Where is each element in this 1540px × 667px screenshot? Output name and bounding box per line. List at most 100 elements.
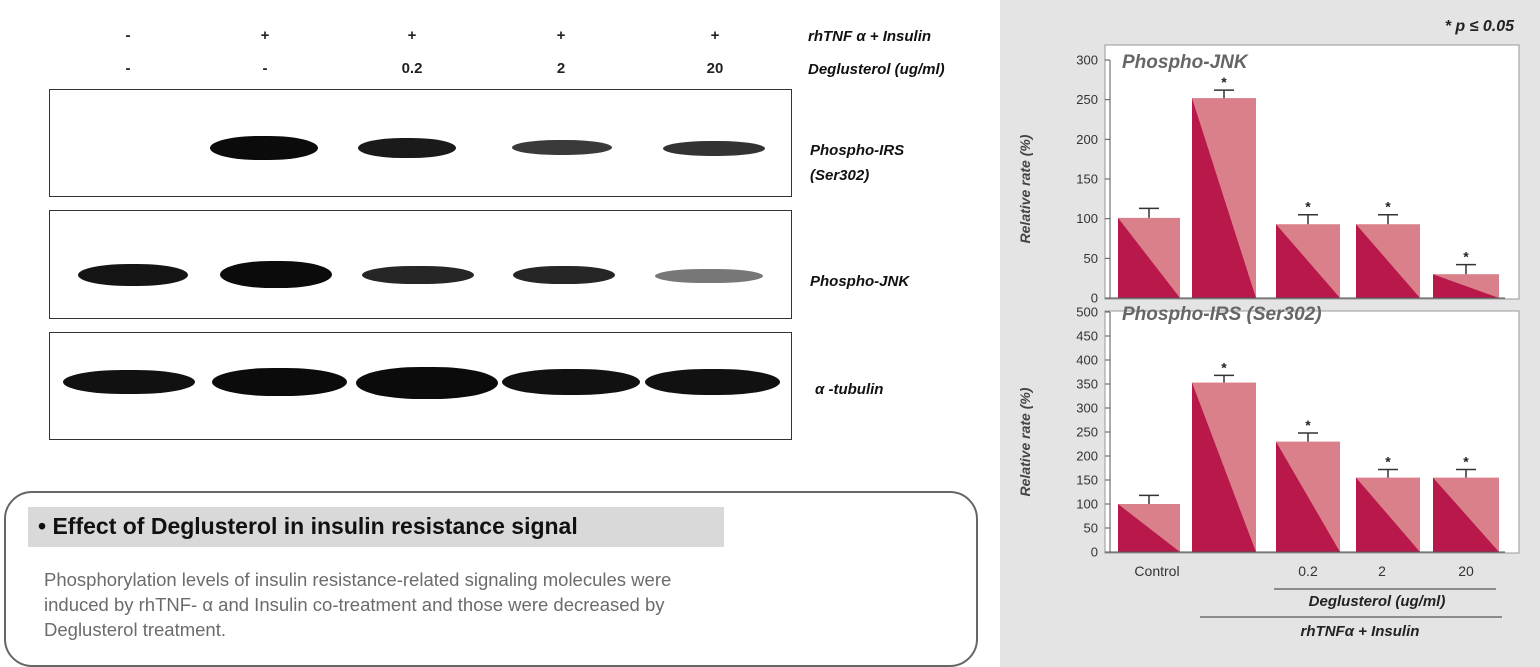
band-tubulin-lane5	[645, 369, 780, 395]
label-phospho-jnk: Phospho-JNK	[810, 273, 910, 290]
chart1-ytick-label-0: 0	[1091, 291, 1098, 306]
chart2-ytick-label-5: 250	[1076, 425, 1098, 440]
chart2-bar-1	[1192, 382, 1256, 552]
chart1-bar-2	[1276, 224, 1340, 298]
info-heading-text: Effect of Deglusterol in insulin resista…	[52, 513, 578, 539]
chart1-ytick-label-5: 250	[1076, 92, 1098, 107]
band-jnk-lane5	[655, 269, 763, 283]
band-tubulin-lane2	[212, 368, 347, 396]
chart1-bar-0	[1118, 217, 1180, 298]
chart2-bar-3-dark	[1356, 477, 1420, 552]
band-tubulin-lane3	[356, 367, 498, 399]
chart2-sig-3: *	[1385, 453, 1391, 469]
label-alpha-tubulin: α -tubulin	[815, 381, 884, 398]
blot-phospho-jnk	[49, 210, 792, 319]
info-description: Phosphorylation levels of insulin resist…	[44, 567, 924, 642]
band-irs-lane4	[512, 140, 612, 155]
header-row2-lane1: -	[125, 60, 131, 77]
chart1-bar-0-dark	[1118, 217, 1180, 298]
x-category-label-2: 0.2	[1298, 563, 1318, 579]
info-heading: • Effect of Deglusterol in insulin resis…	[38, 513, 578, 540]
x-category-label-0: Control	[1134, 563, 1179, 579]
band-tubulin-lane1	[63, 370, 195, 394]
chart1-bar-3-dark	[1356, 224, 1420, 298]
bullet-icon: •	[38, 513, 47, 539]
chart2-ytick-label-2: 100	[1076, 497, 1098, 512]
header-row2-label: Deglusterol (ug/ml)	[808, 61, 945, 78]
chart2-bar-0	[1118, 504, 1180, 552]
chart1-sig-4: *	[1463, 249, 1469, 265]
header-row2-lane3: 0.2	[401, 60, 423, 77]
header-row1-lane1: -	[125, 27, 131, 44]
band-irs-lane5	[663, 141, 765, 156]
chart1-sig-2: *	[1305, 199, 1311, 215]
group-label-treatment: rhTNFα + Insulin	[1301, 623, 1420, 640]
chart2-bar-4-dark	[1433, 477, 1499, 552]
chart1-bar-2-dark	[1276, 224, 1340, 298]
chart1-ytick-label-2: 100	[1076, 211, 1098, 226]
chart1-ytick-label-3: 150	[1076, 172, 1098, 187]
chart2-ytick-label-10: 500	[1076, 305, 1098, 320]
band-irs-lane3	[358, 138, 456, 158]
header-row2-lane2: -	[262, 60, 268, 77]
chart2-sig-2: *	[1305, 417, 1311, 433]
band-jnk-lane4	[513, 266, 615, 284]
chart2-bar-0-dark	[1118, 504, 1180, 552]
chart2-ytick-label-3: 150	[1076, 473, 1098, 488]
chart1-ytick-label-4: 200	[1076, 132, 1098, 147]
info-line-1: Phosphorylation levels of insulin resist…	[44, 569, 672, 590]
chart1-ylabel: Relative rate (%)	[1017, 134, 1033, 243]
header-row1-lane3: +	[407, 27, 417, 44]
chart2-sig-4: *	[1463, 453, 1469, 469]
chart1-bar-1	[1192, 98, 1256, 298]
header-row2-lane4: 2	[556, 60, 566, 77]
chart2-ytick-label-7: 350	[1076, 377, 1098, 392]
x-category-label-4: 20	[1458, 563, 1474, 579]
label-phospho-irs-line1: Phospho-IRS	[810, 142, 905, 159]
info-box: • Effect of Deglusterol in insulin resis…	[4, 491, 978, 667]
chart2-bar-2	[1276, 441, 1340, 552]
chart2-title: Phospho-IRS (Ser302)	[1122, 304, 1322, 325]
chart1-bar-4-dark	[1433, 274, 1499, 298]
header-row1-lane5: +	[710, 27, 720, 44]
label-phospho-irs-line2: (Ser302)	[810, 167, 870, 184]
x-category-label-3: 2	[1378, 563, 1386, 579]
chart1-title: Phospho-JNK	[1122, 52, 1249, 73]
info-line-3: Deglusterol treatment.	[44, 619, 227, 640]
band-tubulin-lane4	[502, 369, 640, 395]
chart2-ytick-label-0: 0	[1091, 545, 1098, 560]
chart2-bar-2-dark	[1276, 441, 1340, 552]
chart1-sig-1: *	[1221, 74, 1227, 90]
band-jnk-lane2	[220, 261, 332, 288]
group-label-deglusterol: Deglusterol (ug/ml)	[1309, 593, 1446, 610]
chart1-sig-3: *	[1385, 199, 1391, 215]
info-line-2: induced by rhTNF- α and Insulin co-treat…	[44, 594, 665, 615]
chart1-bar-3	[1356, 224, 1420, 298]
header-row2-lane5: 20	[706, 60, 724, 77]
chart1-bar-4	[1433, 274, 1499, 298]
chart1-ytick-label-1: 50	[1084, 251, 1098, 266]
band-jnk-lane3	[362, 266, 474, 284]
chart2-bar-3	[1356, 477, 1420, 552]
chart2-ytick-label-9: 450	[1076, 329, 1098, 344]
chart2-ytick-label-1: 50	[1084, 521, 1098, 536]
band-jnk-lane1	[78, 264, 188, 286]
header-row1-lane4: +	[556, 27, 566, 44]
band-irs-lane2	[210, 136, 318, 160]
info-heading-bar: • Effect of Deglusterol in insulin resis…	[28, 507, 724, 547]
chart2-ytick-label-6: 300	[1076, 401, 1098, 416]
chart2-ytick-label-8: 400	[1076, 353, 1098, 368]
label-phospho-irs: Phospho-IRS (Ser302)	[810, 138, 904, 188]
header-row1-lane2: +	[260, 27, 270, 44]
chart2-bar-1-dark	[1192, 382, 1256, 552]
chart2-ylabel: Relative rate (%)	[1017, 387, 1033, 496]
header-row1-label: rhTNF α + Insulin	[808, 28, 932, 45]
significance-note: * p ≤ 0.05	[1444, 18, 1514, 35]
chart1-ytick-label-6: 300	[1076, 53, 1098, 68]
chart2-sig-1: *	[1221, 359, 1227, 375]
chart2-bar-4	[1433, 477, 1499, 552]
chart1-bar-1-dark	[1192, 98, 1256, 298]
chart2-ytick-label-4: 200	[1076, 449, 1098, 464]
chart-panel: * p ≤ 0.05 Phospho-JNK 0 50 100 150 200 250 300…	[1000, 0, 1540, 667]
